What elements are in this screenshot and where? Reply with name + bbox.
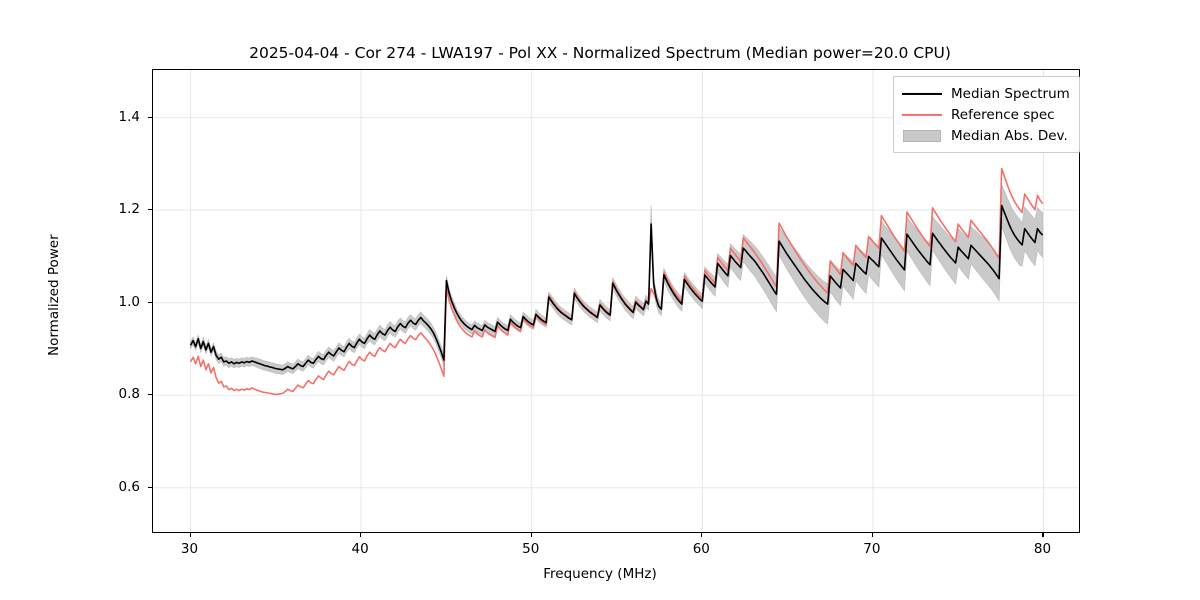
y-tick-mark <box>148 209 152 211</box>
x-tick-mark <box>1042 533 1044 537</box>
legend-line-swatch-reference <box>902 108 942 122</box>
x-tick-mark <box>871 533 873 537</box>
spectrum-plot <box>153 70 1079 532</box>
x-tick-label: 40 <box>351 541 369 557</box>
y-axis-label: Normalized Power <box>46 234 62 356</box>
y-tick-mark <box>148 486 152 488</box>
legend-label-reference: Reference spec <box>951 106 1055 123</box>
y-tick-mark <box>148 301 152 303</box>
legend-patch-swatch-mad <box>902 129 942 143</box>
y-tick-label: 0.8 <box>118 386 140 403</box>
legend-item-median-spectrum[interactable]: Median Spectrum <box>902 83 1070 104</box>
median-abs-dev-band <box>190 184 1043 375</box>
y-tick-label: 1.4 <box>118 108 140 125</box>
legend-item-reference-spec[interactable]: Reference spec <box>902 104 1070 125</box>
y-tick-label: 0.6 <box>118 478 140 495</box>
x-tick-label: 50 <box>522 541 540 557</box>
y-tick-label: 1.0 <box>118 293 140 310</box>
page-title: 2025-04-04 - Cor 274 - LWA197 - Pol XX -… <box>249 44 951 62</box>
x-tick-mark <box>189 533 191 537</box>
x-tick-mark <box>701 533 703 537</box>
x-tick-label: 80 <box>1033 541 1052 557</box>
x-tick-label: 60 <box>692 541 710 557</box>
y-tick-label: 1.2 <box>118 201 140 218</box>
x-tick-label: 30 <box>180 541 199 557</box>
legend-label-mad: Median Abs. Dev. <box>951 127 1068 144</box>
x-axis-label: Frequency (MHz) <box>543 566 657 582</box>
y-tick-mark <box>148 394 152 396</box>
x-tick-mark <box>360 533 362 537</box>
y-tick-mark <box>148 116 152 118</box>
x-tick-label: 70 <box>863 541 881 557</box>
legend-item-median-abs-dev[interactable]: Median Abs. Dev. <box>902 125 1070 146</box>
legend: Median Spectrum Reference spec Median Ab… <box>893 76 1080 153</box>
legend-line-swatch-median <box>902 87 942 101</box>
median-spectrum-line <box>189 204 1044 371</box>
x-tick-mark <box>530 533 532 537</box>
legend-label-median: Median Spectrum <box>951 85 1070 102</box>
